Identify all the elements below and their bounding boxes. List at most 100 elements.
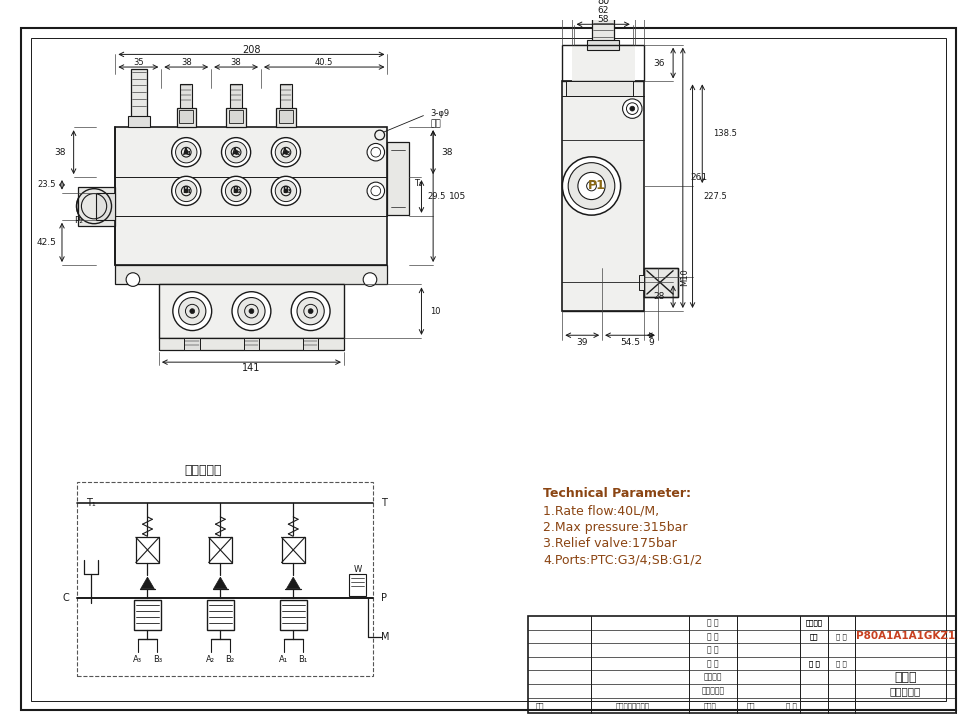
Circle shape	[568, 163, 615, 210]
Bar	[566, 81, 632, 96]
Bar	[562, 81, 643, 311]
Polygon shape	[141, 577, 154, 589]
Circle shape	[283, 189, 287, 193]
Text: 图样标记: 图样标记	[805, 620, 822, 626]
Circle shape	[173, 292, 211, 330]
Text: 4.Ports:PTC:G3/4;SB:G1/2: 4.Ports:PTC:G3/4;SB:G1/2	[542, 554, 701, 567]
Bar	[115, 265, 387, 284]
Text: 38: 38	[181, 57, 191, 67]
Text: 1.Rate flow:40L/M,: 1.Rate flow:40L/M,	[542, 504, 658, 517]
Bar	[279, 600, 307, 630]
Circle shape	[283, 150, 287, 154]
Text: C: C	[62, 594, 68, 604]
Circle shape	[179, 297, 205, 325]
Text: P₂: P₂	[74, 216, 83, 225]
Bar	[278, 110, 292, 123]
Text: 62: 62	[597, 6, 609, 15]
Circle shape	[225, 141, 246, 163]
Bar	[185, 338, 200, 350]
Circle shape	[622, 99, 641, 118]
Text: 23.5: 23.5	[37, 180, 56, 190]
Bar	[230, 83, 241, 108]
Circle shape	[172, 177, 200, 205]
Text: 关 系: 关 系	[808, 661, 819, 667]
Bar	[159, 338, 344, 350]
Bar	[643, 268, 677, 297]
Text: P1: P1	[587, 180, 605, 192]
Text: T: T	[380, 498, 386, 508]
Text: B₁: B₁	[183, 187, 191, 195]
Circle shape	[172, 138, 200, 167]
Polygon shape	[286, 577, 300, 589]
Text: W: W	[353, 565, 361, 574]
Bar	[180, 83, 191, 108]
Circle shape	[225, 180, 246, 202]
Text: A₃: A₃	[282, 148, 291, 157]
Circle shape	[126, 273, 140, 286]
Circle shape	[234, 189, 237, 193]
Circle shape	[232, 292, 271, 330]
Text: 3-φ9: 3-φ9	[430, 109, 448, 118]
Circle shape	[297, 297, 324, 325]
Text: 80: 80	[596, 0, 609, 6]
Polygon shape	[213, 577, 227, 589]
Bar	[76, 482, 372, 676]
Text: P: P	[380, 594, 386, 604]
Text: 42.5: 42.5	[36, 238, 57, 247]
Bar	[562, 45, 643, 81]
Text: 图样标记: 图样标记	[805, 620, 822, 626]
Circle shape	[308, 309, 313, 314]
Text: 227.5: 227.5	[702, 192, 726, 201]
Bar	[571, 45, 634, 81]
Circle shape	[362, 273, 376, 286]
Text: B₂: B₂	[233, 187, 241, 195]
Text: 重量: 重量	[809, 633, 818, 640]
Text: 105: 105	[448, 192, 466, 200]
Text: 208: 208	[242, 45, 261, 55]
Text: P80A1A1A1GKZ1: P80A1A1A1GKZ1	[855, 631, 954, 641]
Circle shape	[562, 157, 620, 215]
Circle shape	[92, 204, 97, 209]
Text: 54.5: 54.5	[619, 337, 639, 347]
Bar	[134, 600, 161, 630]
Text: 制 图: 制 图	[706, 632, 718, 641]
Text: 描 图: 描 图	[706, 645, 718, 655]
Text: B₃: B₃	[152, 656, 161, 664]
Text: 38: 38	[231, 57, 241, 67]
Circle shape	[291, 292, 329, 330]
Bar	[177, 108, 195, 127]
Text: A₁: A₁	[278, 656, 288, 664]
Text: B₃: B₃	[282, 187, 291, 195]
Text: 38: 38	[55, 148, 65, 157]
Text: Technical Parameter:: Technical Parameter:	[542, 487, 690, 500]
Text: 更改人: 更改人	[702, 702, 715, 709]
Text: 29.5: 29.5	[427, 192, 446, 201]
Text: M: M	[380, 633, 389, 643]
Text: 35: 35	[133, 57, 144, 67]
Circle shape	[81, 194, 106, 219]
Bar	[159, 284, 344, 338]
Text: B₁: B₁	[298, 656, 307, 664]
Bar	[206, 600, 234, 630]
Text: M10: M10	[680, 269, 689, 286]
Circle shape	[176, 180, 196, 202]
Bar	[276, 108, 295, 127]
Circle shape	[176, 141, 196, 163]
Bar	[229, 110, 242, 123]
Bar	[279, 83, 291, 108]
Bar	[136, 537, 159, 562]
Bar	[348, 574, 365, 595]
Text: 9: 9	[648, 337, 653, 347]
Circle shape	[577, 172, 605, 200]
Text: 39: 39	[575, 337, 587, 347]
Bar	[643, 268, 677, 297]
Text: 关 系: 关 系	[808, 661, 819, 667]
Circle shape	[222, 177, 250, 205]
Text: 138.5: 138.5	[712, 129, 736, 138]
Text: 设 计: 设 计	[706, 618, 718, 628]
Text: 页 次: 页 次	[835, 661, 846, 667]
Bar	[243, 338, 259, 350]
Text: B₂: B₂	[226, 656, 234, 664]
Text: 液压原理图: 液压原理图	[184, 464, 222, 477]
Text: 2.Max pressure:315bar: 2.Max pressure:315bar	[542, 521, 687, 533]
